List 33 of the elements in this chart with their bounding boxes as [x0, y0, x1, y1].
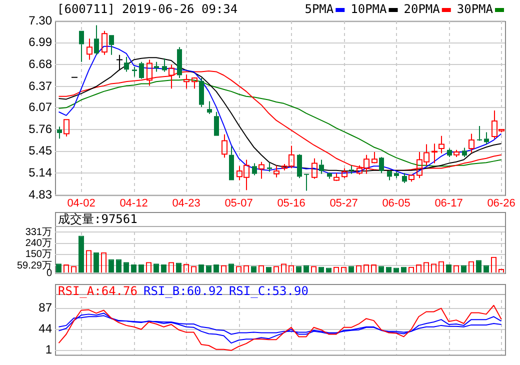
y-tick-label: 7.30	[28, 13, 52, 28]
y-tick-label: 331万	[25, 226, 52, 238]
series-label: RSI_B:60.92	[143, 284, 223, 298]
x-tick-label: 05-16	[277, 198, 306, 210]
x-tick-label: 04-23	[172, 198, 200, 210]
legend-label: 20PMA	[404, 2, 441, 16]
chart-title: [600711] 2019-06-26 09:34	[57, 2, 238, 16]
y-tick-label: 6.37	[28, 78, 52, 93]
y-tick-label: 6.07	[28, 100, 52, 114]
y-tick-label: 5.76	[28, 122, 52, 136]
x-tick-label: 05-07	[224, 198, 253, 210]
y-tick-label: 6.99	[28, 35, 52, 50]
y-tick-label: 150万	[25, 249, 52, 260]
text: RSI_C:53.90	[228, 284, 308, 298]
x-tick-label: 04-12	[120, 198, 148, 210]
y-tick-label: 5.45	[28, 144, 52, 158]
y-tick-label: 6.68	[28, 56, 52, 71]
y-tick-label: 44	[38, 322, 52, 336]
y-tick-label: 4.83	[28, 187, 52, 202]
y-tick-label: 87	[38, 300, 52, 315]
y-tick-label: 1	[45, 342, 52, 357]
x-tick-label: 06-05	[382, 198, 410, 210]
x-tick-label: 04-02	[67, 198, 96, 210]
x-tick-label: 06-26	[487, 198, 516, 210]
x-tick-label: 06-17	[434, 198, 463, 210]
legend-label: 5PMA	[304, 2, 334, 16]
y-tick-label: 240万	[25, 238, 52, 250]
chart-title: 成交量:97561	[58, 212, 138, 226]
x-tick-label: 05-27	[330, 198, 358, 210]
legend-label: 30PMA	[456, 2, 494, 16]
series-label: RSI_A:64.76	[58, 284, 138, 298]
legend-label: 10PMA	[350, 2, 388, 16]
y-tick-label: 5.14	[28, 165, 52, 180]
